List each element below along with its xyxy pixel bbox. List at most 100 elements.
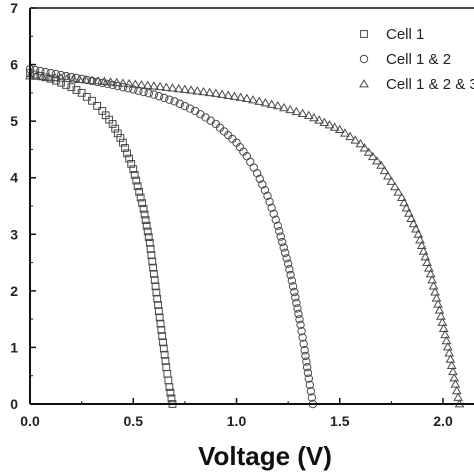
- data-point: [359, 143, 370, 152]
- data-point: [103, 79, 112, 89]
- data-point: [329, 122, 340, 131]
- data-point: [442, 342, 453, 351]
- legend-label: Cell 1 & 2: [386, 51, 451, 68]
- data-point: [165, 383, 174, 391]
- data-point: [304, 374, 313, 383]
- data-point: [56, 73, 66, 82]
- data-point: [276, 232, 285, 241]
- data-point: [186, 85, 196, 94]
- data-point: [77, 88, 86, 97]
- data-point: [260, 98, 271, 107]
- data-point: [449, 373, 460, 382]
- data-point: [445, 354, 456, 363]
- data-point: [36, 66, 45, 76]
- data-point: [430, 287, 440, 296]
- data-point: [334, 124, 345, 134]
- data-point: [300, 346, 309, 355]
- data-point: [149, 90, 159, 99]
- data-point: [166, 388, 175, 397]
- x-tick-label: 2.0: [433, 413, 453, 429]
- data-point: [292, 298, 301, 308]
- data-point: [297, 326, 306, 336]
- data-point: [248, 95, 258, 104]
- data-point: [345, 131, 355, 141]
- data-point: [437, 317, 448, 326]
- data-point: [425, 268, 436, 278]
- data-point: [288, 282, 298, 291]
- data-point: [223, 90, 234, 99]
- data-point: [303, 368, 313, 378]
- data-point: [121, 144, 129, 152]
- data-point: [67, 83, 76, 92]
- data-point: [119, 138, 127, 147]
- data-point: [302, 363, 312, 372]
- data-point: [258, 180, 267, 189]
- data-point: [180, 84, 190, 93]
- data-point: [269, 209, 278, 219]
- data-point: [451, 385, 462, 395]
- data-point: [148, 257, 157, 266]
- data-point: [159, 338, 167, 347]
- series-3: [25, 70, 465, 408]
- data-point: [49, 72, 60, 82]
- data-point: [135, 187, 144, 196]
- data-point: [399, 197, 409, 207]
- data-point: [142, 221, 151, 230]
- x-axis-title: Voltage (V): [198, 441, 332, 471]
- data-point: [294, 309, 303, 319]
- data-point: [130, 170, 139, 179]
- data-point: [82, 92, 91, 101]
- x-tick-label: 0.0: [20, 413, 40, 429]
- data-point: [293, 304, 302, 313]
- data-point: [302, 357, 311, 366]
- data-point: [282, 254, 291, 263]
- data-point: [271, 215, 280, 225]
- data-point: [229, 91, 240, 100]
- data-point: [146, 245, 155, 253]
- data-point: [305, 380, 315, 390]
- data-point: [255, 174, 264, 184]
- data-point: [98, 78, 107, 88]
- data-point: [133, 182, 142, 191]
- data-point: [136, 80, 147, 89]
- data-point: [155, 313, 164, 322]
- data-point: [386, 176, 397, 185]
- data-point: [123, 84, 133, 93]
- data-point: [72, 86, 81, 94]
- data-point: [433, 299, 443, 308]
- data-point: [154, 301, 162, 309]
- data-point: [303, 110, 314, 119]
- data-point: [355, 138, 366, 148]
- data-point: [167, 394, 176, 403]
- data-point: [141, 216, 150, 225]
- data-point: [160, 93, 169, 103]
- data-point: [363, 147, 374, 156]
- data-point: [319, 117, 330, 126]
- data-point: [291, 106, 302, 116]
- data-point: [46, 74, 55, 83]
- data-point: [144, 89, 153, 98]
- data-point: [408, 218, 419, 228]
- data-point: [340, 128, 350, 137]
- data-point: [111, 77, 122, 87]
- data-point: [37, 71, 48, 81]
- y-tick-label: 3: [10, 226, 18, 242]
- data-point: [275, 227, 284, 236]
- data-point: [136, 193, 145, 202]
- data-point: [154, 307, 163, 316]
- data-point: [267, 203, 276, 213]
- legend: Cell 1 Cell 1 & 2 Cell 1 & 2 & 3: [359, 26, 474, 93]
- data-point: [301, 351, 310, 361]
- data-point: [198, 86, 209, 96]
- data-point: [41, 73, 50, 82]
- data-point: [298, 333, 307, 342]
- data-point: [367, 151, 378, 161]
- data-point: [150, 269, 158, 278]
- data-point: [217, 89, 227, 98]
- data-point: [273, 221, 283, 231]
- data-point: [406, 213, 417, 222]
- data-point: [427, 275, 437, 284]
- data-point: [116, 134, 125, 142]
- y-tick-label: 2: [10, 283, 18, 299]
